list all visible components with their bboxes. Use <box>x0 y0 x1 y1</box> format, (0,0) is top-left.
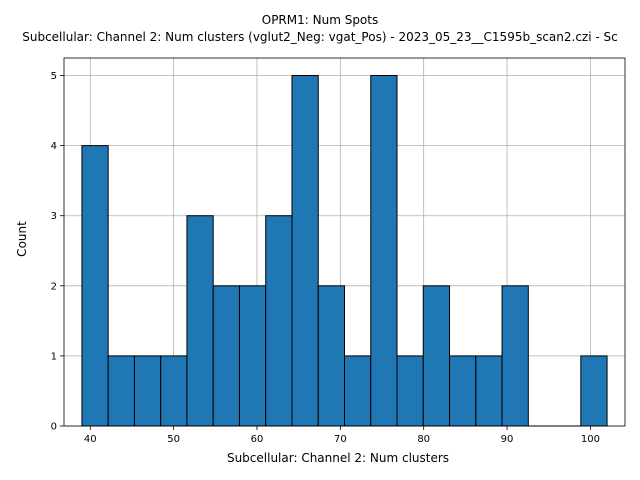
histogram-bar <box>186 215 214 427</box>
histogram-bar <box>81 145 109 427</box>
y-tick-label: 0 <box>51 422 57 433</box>
y-tick-label: 2 <box>51 281 57 292</box>
x-tick-label: 80 <box>417 434 430 445</box>
chart-subtitle: Subcellular: Channel 2: Num clusters (vg… <box>22 30 618 44</box>
histogram-bar <box>501 285 529 427</box>
plot-frame <box>63 57 626 427</box>
y-tick-label: 1 <box>51 351 57 362</box>
y-tick-label: 3 <box>51 211 57 222</box>
histogram-bar <box>370 75 398 427</box>
histogram-bar <box>422 285 451 427</box>
histogram-bar <box>212 285 240 427</box>
histogram-bars <box>81 75 608 427</box>
y-axis-label: Count <box>15 221 29 257</box>
x-axis-ticks: 40 50 60 70 80 90 100 <box>84 426 600 445</box>
x-axis-label: Subcellular: Channel 2: Num clusters <box>227 451 449 465</box>
histogram-bar <box>160 355 188 427</box>
y-axis-ticks: 0 1 2 3 4 5 <box>51 71 64 433</box>
histogram-bar <box>238 285 267 427</box>
histogram-bar <box>107 355 135 427</box>
x-tick-label: 70 <box>334 434 347 445</box>
chart-title: OPRM1: Num Spots <box>261 13 379 27</box>
histogram-bar <box>265 215 293 427</box>
x-tick-label: 40 <box>84 434 97 445</box>
histogram-bar <box>133 355 162 427</box>
histogram-bar <box>317 285 345 427</box>
x-tick-label: 50 <box>167 434 180 445</box>
histogram-bar <box>475 355 503 427</box>
y-tick-label: 5 <box>51 71 57 82</box>
x-tick-label: 90 <box>501 434 514 445</box>
histogram-bar <box>396 355 424 427</box>
histogram-bar <box>449 355 477 427</box>
x-tick-label: 100 <box>581 434 600 445</box>
histogram-bar <box>580 355 608 427</box>
x-tick-label: 60 <box>251 434 264 445</box>
y-tick-label: 4 <box>51 141 57 152</box>
histogram-bar <box>344 355 372 427</box>
histogram-bar <box>291 75 319 427</box>
